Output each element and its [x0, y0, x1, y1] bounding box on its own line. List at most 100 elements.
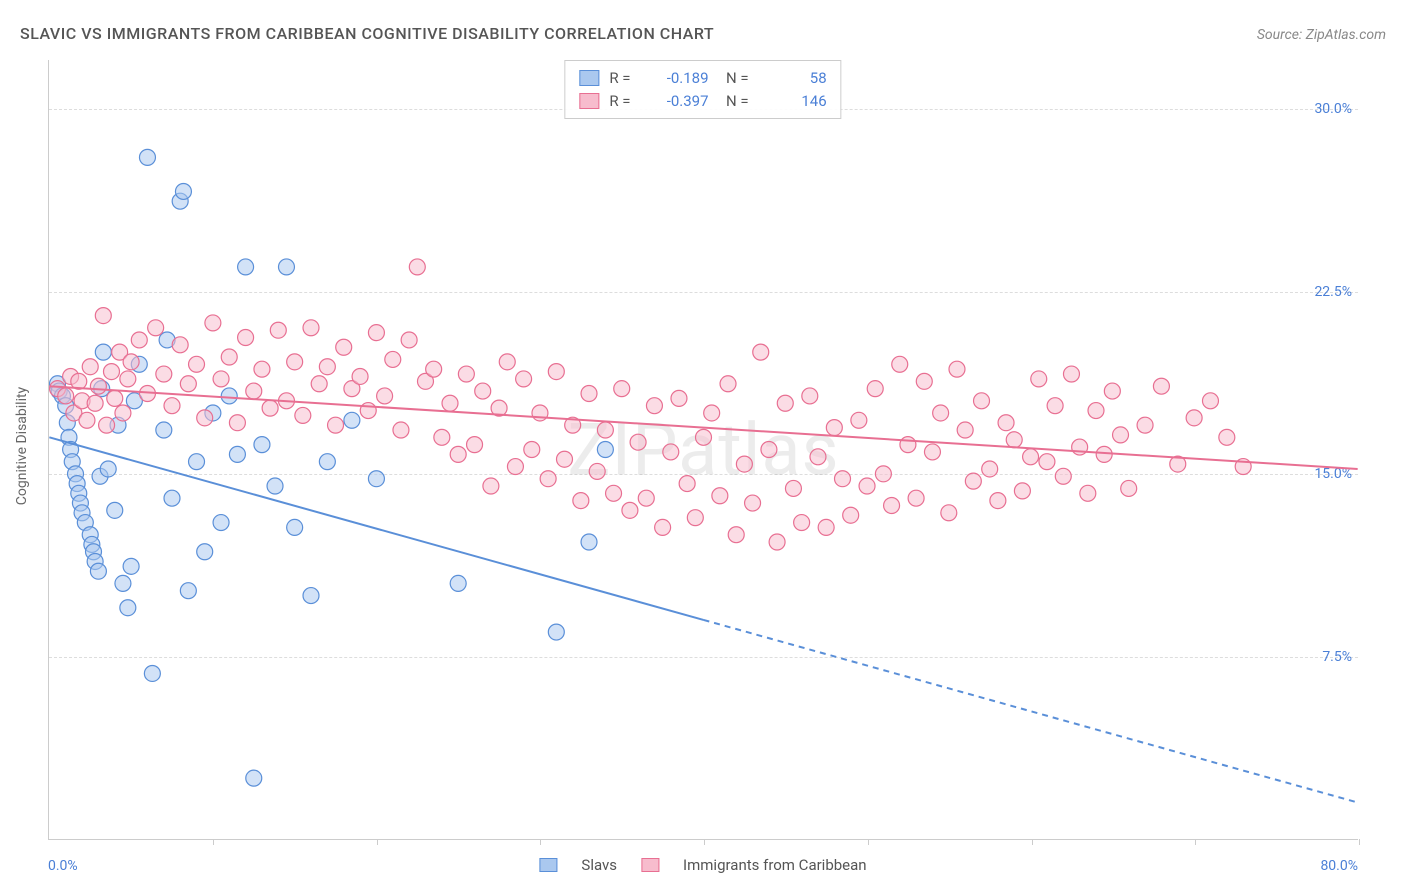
data-point: [180, 583, 196, 599]
data-point: [303, 320, 319, 336]
data-point: [483, 478, 499, 494]
data-point: [115, 405, 131, 421]
data-point: [164, 398, 180, 414]
data-point: [1039, 454, 1055, 470]
data-point: [875, 466, 891, 482]
data-point: [246, 770, 262, 786]
data-point: [1202, 393, 1218, 409]
legend-r-value-slavs: -0.189: [641, 67, 709, 90]
data-point: [900, 437, 916, 453]
data-point: [434, 429, 450, 445]
swatch-caribbean: [579, 93, 599, 109]
data-point: [221, 388, 237, 404]
data-point: [1121, 480, 1137, 496]
legend-r-value-caribbean: -0.397: [641, 90, 709, 113]
data-point: [328, 417, 344, 433]
data-point: [606, 485, 622, 501]
data-point: [1047, 398, 1063, 414]
data-point: [990, 493, 1006, 509]
data-point: [835, 471, 851, 487]
x-tick: [377, 839, 378, 845]
x-tick: [213, 839, 214, 845]
data-point: [982, 461, 998, 477]
data-point: [254, 361, 270, 377]
legend-n-label: N =: [719, 90, 749, 113]
data-point: [262, 400, 278, 416]
data-point: [213, 515, 229, 531]
data-point: [1186, 410, 1202, 426]
data-point: [1096, 446, 1112, 462]
source-label: Source: ZipAtlas.com: [1257, 27, 1386, 43]
data-point: [172, 337, 188, 353]
data-point: [1055, 468, 1071, 484]
data-point: [131, 332, 147, 348]
data-point: [622, 502, 638, 518]
trend-line: [49, 437, 703, 620]
data-point: [205, 315, 221, 331]
data-point: [254, 437, 270, 453]
swatch-slavs-bottom: [539, 858, 557, 872]
data-point: [197, 544, 213, 560]
data-point: [581, 386, 597, 402]
data-point: [663, 444, 679, 460]
data-point: [998, 415, 1014, 431]
data-point: [360, 403, 376, 419]
data-point: [630, 434, 646, 450]
data-point: [1113, 427, 1129, 443]
data-point: [107, 502, 123, 518]
data-point: [777, 395, 793, 411]
swatch-slavs: [579, 70, 599, 86]
swatch-caribbean-bottom: [641, 858, 659, 872]
data-point: [924, 444, 940, 460]
data-point: [597, 422, 613, 438]
data-point: [450, 446, 466, 462]
data-point: [319, 359, 335, 375]
data-point: [123, 558, 139, 574]
data-point: [156, 422, 172, 438]
data-point: [810, 449, 826, 465]
data-point: [638, 490, 654, 506]
data-point: [221, 349, 237, 365]
data-point: [646, 398, 662, 414]
data-point: [311, 376, 327, 392]
data-point: [115, 575, 131, 591]
data-point: [144, 665, 160, 681]
data-point: [745, 495, 761, 511]
x-tick: [1359, 839, 1360, 845]
data-point: [79, 412, 95, 428]
data-point: [197, 410, 213, 426]
data-point: [1063, 366, 1079, 382]
header-row: SLAVIC VS IMMIGRANTS FROM CARIBBEAN COGN…: [20, 24, 1386, 43]
legend-n-label: N =: [719, 67, 749, 90]
data-point: [246, 383, 262, 399]
y-axis-label: Cognitive Disability: [14, 387, 30, 505]
data-point: [442, 395, 458, 411]
data-point: [148, 320, 164, 336]
data-point: [95, 344, 111, 360]
data-point: [267, 478, 283, 494]
data-point: [123, 354, 139, 370]
data-point: [1104, 383, 1120, 399]
data-point: [450, 575, 466, 591]
data-point: [974, 393, 990, 409]
data-point: [826, 420, 842, 436]
data-point: [189, 356, 205, 372]
x-tick: [1032, 839, 1033, 845]
data-point: [655, 519, 671, 535]
series-legend: Slavs Immigrants from Caribbean: [539, 856, 866, 874]
x-tick: [704, 839, 705, 845]
legend-row-caribbean: R = -0.397 N = 146: [579, 90, 826, 113]
data-point: [753, 344, 769, 360]
data-point: [189, 454, 205, 470]
data-point: [736, 456, 752, 472]
data-point: [238, 259, 254, 275]
data-point: [892, 356, 908, 372]
data-point: [687, 510, 703, 526]
data-point: [867, 381, 883, 397]
data-point: [712, 488, 728, 504]
data-point: [368, 325, 384, 341]
data-point: [1023, 449, 1039, 465]
data-point: [1219, 429, 1235, 445]
data-point: [548, 364, 564, 380]
x-axis-start: 0.0%: [48, 858, 78, 874]
